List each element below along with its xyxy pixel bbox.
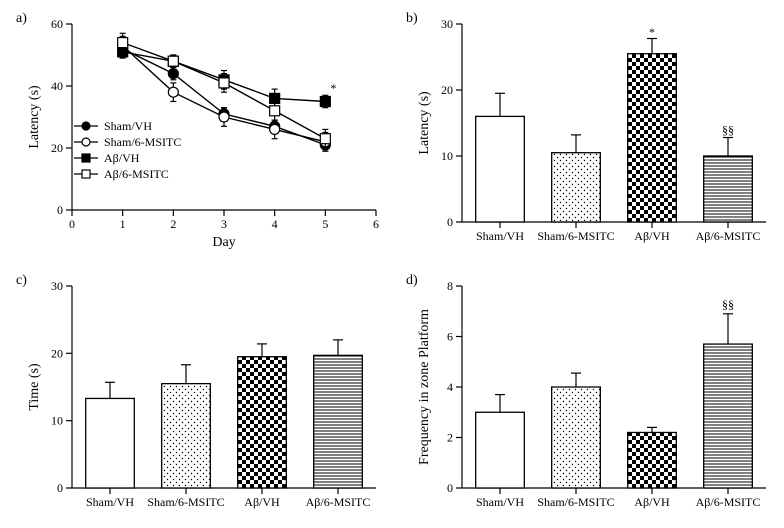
category-label: Sham/6-MSITC [147,495,224,509]
svg-text:20: 20 [51,141,63,155]
bar [162,384,211,488]
category-label: Aβ/VH [634,495,670,509]
svg-text:Latency (s): Latency (s) [417,91,432,155]
panel-c: c) 0 10 20 30 Time (s) Sham/VH Sham/6-MSITC Aβ/V… [10,268,390,522]
svg-text:Frequency in zone Platform: Frequency in zone Platform [417,309,432,465]
legend-item: Sham/VH [104,119,152,133]
panel-a: a) 0 20 40 60 0 1 2 3 4 5 6 Latency (s) Day * Sham/VH Sh… [10,6,390,256]
category-label: Sham/VH [476,495,524,509]
svg-text:4: 4 [272,217,278,231]
svg-text:60: 60 [51,17,63,31]
svg-text:8: 8 [447,279,453,293]
svg-text:0: 0 [69,217,75,231]
bar [628,432,677,488]
category-label: Sham/VH [86,495,134,509]
category-label: Sham/6-MSITC [537,229,614,243]
legend-item: Aβ/VH [104,151,140,165]
panel-b: b) 0 10 20 30 Latency (s) Sham/VH Sham/6-MSITC A… [400,6,780,256]
category-label: Sham/VH [476,229,524,243]
bar [704,344,753,488]
svg-text:20: 20 [51,346,63,360]
svg-text:0: 0 [447,481,453,495]
svg-text:Time (s): Time (s) [27,363,42,411]
svg-text:20: 20 [441,83,453,97]
panel-a-label: a) [16,11,27,26]
bar [552,153,601,222]
bar [476,116,525,222]
svg-text:0: 0 [57,481,63,495]
svg-text:40: 40 [51,79,63,93]
svg-text:Latency (s): Latency (s) [27,85,42,149]
svg-text:0: 0 [447,215,453,229]
svg-text:*: * [330,81,336,95]
svg-text:10: 10 [51,414,63,428]
svg-text:Day: Day [212,235,235,250]
bar [314,355,363,488]
bar [628,54,677,222]
category-label: Aβ/6-MSITC [696,495,761,509]
svg-text:6: 6 [447,330,453,344]
svg-text:3: 3 [221,217,227,231]
panel-c-label: c) [16,273,27,288]
svg-text:2: 2 [170,217,176,231]
svg-text:§§: §§ [722,298,734,312]
legend-item: Sham/6-MSITC [104,135,181,149]
figure-root: a)02040600123456Latency (s)Day*Sham/VHSh… [0,0,784,528]
svg-text:30: 30 [51,279,63,293]
bar [238,357,287,488]
category-label: Sham/6-MSITC [537,495,614,509]
bar [552,387,601,488]
category-label: Aβ/VH [634,229,670,243]
svg-text:30: 30 [441,17,453,31]
bar [86,398,135,488]
panel-d-label: d) [406,273,418,288]
bar [476,412,525,488]
svg-text:4: 4 [447,380,453,394]
panel-b-label: b) [406,11,418,26]
svg-text:10: 10 [441,149,453,163]
bar [704,156,753,222]
svg-text:0: 0 [57,203,63,217]
svg-text:1: 1 [120,217,126,231]
legend-item: Aβ/6-MSITC [104,167,169,181]
svg-text:§§: §§ [722,123,734,137]
svg-text:*: * [649,25,655,39]
panel-d: d) 0 2 4 6 8 Frequency in zone Platform Sham/VH… [400,268,780,522]
svg-text:5: 5 [322,217,328,231]
category-label: Aβ/6-MSITC [306,495,371,509]
svg-text:2: 2 [447,431,453,445]
category-label: Aβ/VH [244,495,280,509]
category-label: Aβ/6-MSITC [696,229,761,243]
svg-text:6: 6 [373,217,379,231]
